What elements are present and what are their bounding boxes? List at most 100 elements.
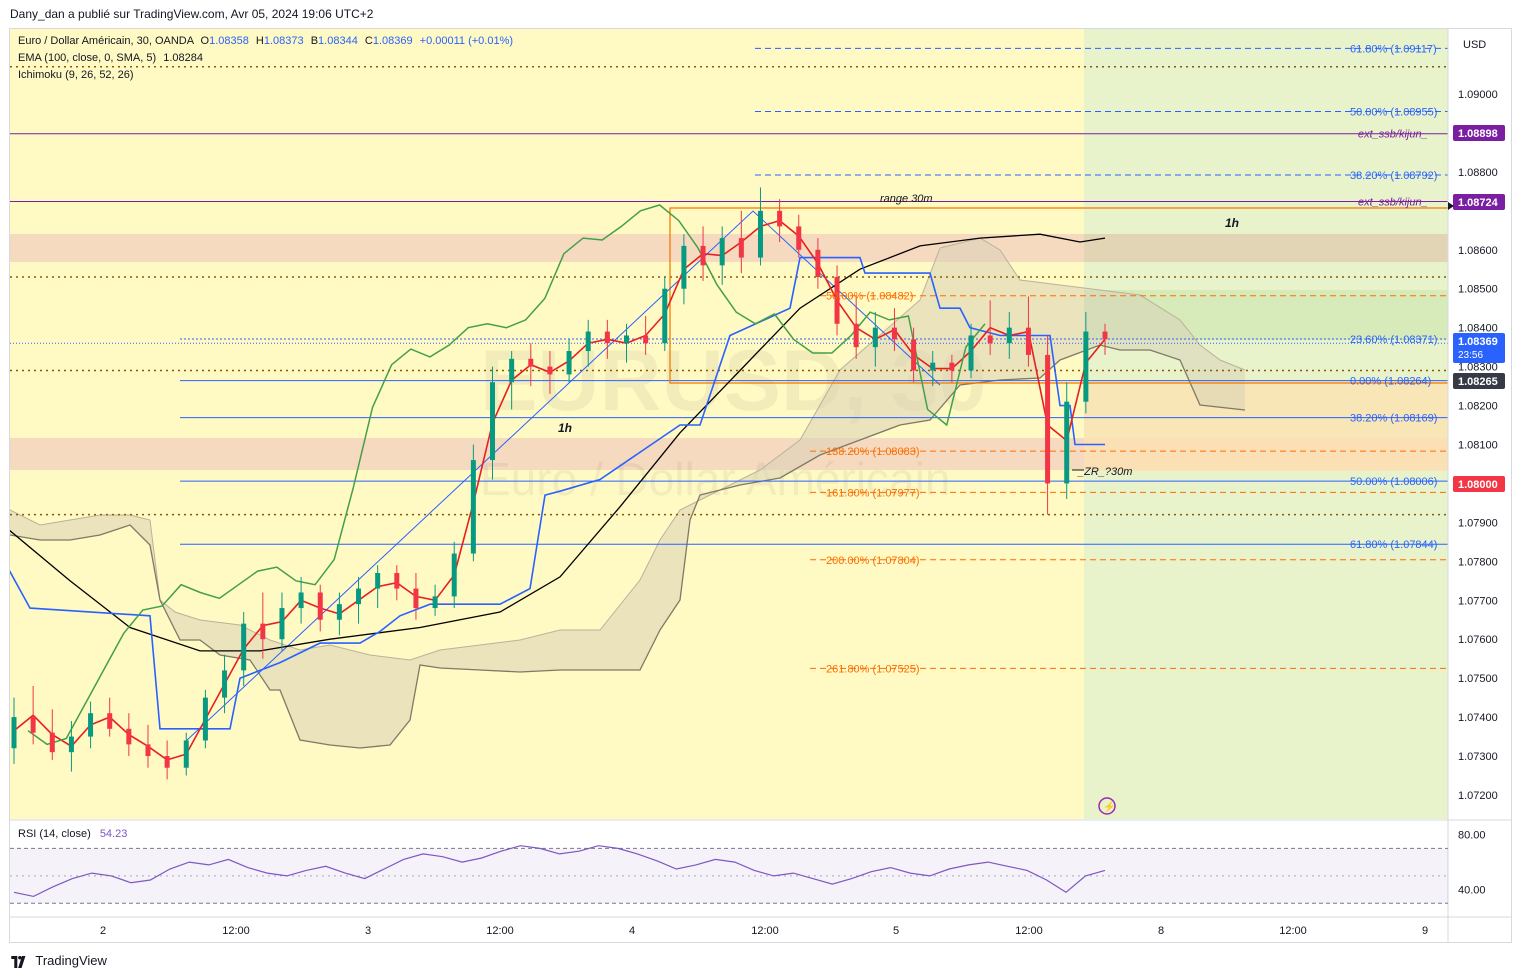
- candle-body: [470, 460, 476, 554]
- candle-body: [183, 740, 189, 768]
- candle-body: [911, 339, 917, 371]
- candle-body: [566, 351, 572, 375]
- candle-body: [336, 604, 342, 620]
- level-label: 50.00% (1.08955): [1350, 107, 1437, 119]
- ichimoku-legend[interactable]: Ichimoku (9, 26, 52, 26): [18, 69, 134, 81]
- kijun-sen-line: [10, 256, 1105, 730]
- price-badge: [1453, 476, 1505, 492]
- candle-body: [662, 288, 668, 344]
- annotation-zr: _ZR_?30m: [1077, 466, 1132, 478]
- alert-arrow-icon: [1448, 202, 1454, 210]
- symbol-legend[interactable]: Euro / Dollar Américain, 30, OANDA O1.08…: [18, 35, 513, 47]
- rsi-line: [13, 845, 1106, 898]
- candle-body: [375, 573, 381, 589]
- ema-legend[interactable]: EMA (100, close, 0, SMA, 5) 1.08284: [18, 52, 203, 64]
- ichimoku-cloud: [10, 238, 1245, 748]
- level-label: 50.00% (1.08006): [1350, 476, 1437, 488]
- price-tick-label: 1.09000: [1458, 89, 1498, 101]
- price-tick-label: 1.07600: [1458, 634, 1498, 646]
- price-tick-label: 1.08500: [1458, 284, 1498, 296]
- candle-body: [987, 335, 993, 344]
- chikou-span-line: [27, 204, 986, 746]
- price-badge: [1453, 125, 1505, 141]
- price-tick-label: 1.08800: [1458, 167, 1498, 179]
- candle-body: [1045, 354, 1051, 484]
- level-label: 161.80% (1.07977): [826, 487, 920, 499]
- rsi-legend[interactable]: RSI (14, close) 54.23: [18, 828, 127, 840]
- candle-body: [164, 756, 170, 768]
- candle-body: [241, 623, 247, 671]
- time-tick-label: 3: [365, 925, 371, 937]
- level-label: 138.20% (1.08083): [826, 446, 920, 458]
- price-badge-label: 1.08265: [1458, 376, 1498, 388]
- close-label: C: [364, 35, 373, 47]
- price-badge-label: 1.08000: [1458, 479, 1498, 491]
- candle-body: [700, 245, 706, 266]
- candle-body: [815, 249, 821, 278]
- price-tick-label: 1.07800: [1458, 556, 1498, 568]
- price-tick-label: 1.08300: [1458, 362, 1498, 374]
- candle-body: [451, 553, 457, 597]
- candle-body: [891, 327, 897, 340]
- candle-body: [1064, 401, 1070, 484]
- publish-info: Dany_dan a publié sur TradingView.com, A…: [10, 7, 374, 21]
- candle-body: [1025, 327, 1031, 355]
- candle-body: [394, 573, 400, 589]
- price-badge-countdown: 23:56: [1458, 350, 1483, 361]
- candle-body: [202, 697, 208, 741]
- open-value: 1.08358: [209, 35, 249, 47]
- change-value: +0.00011 (+0.01%): [419, 35, 514, 47]
- price-tick-label: 1.07200: [1458, 790, 1498, 802]
- candle-body: [528, 358, 534, 367]
- price-tick-label: 1.07400: [1458, 712, 1498, 724]
- candle-body: [68, 736, 74, 753]
- level-label: 23.60% (1.08371): [1350, 334, 1437, 346]
- tenkan-sen-line: [13, 219, 1106, 761]
- price-badge-label: 1.08369: [1458, 336, 1498, 348]
- zigzag-line: [184, 210, 941, 743]
- stop-zone: [1084, 381, 1448, 471]
- level-label: 50.00% (1.08482): [826, 291, 913, 303]
- candle-body: [298, 592, 304, 609]
- candle-body: [604, 331, 610, 344]
- candle-body: [222, 670, 228, 698]
- candle-body: [930, 362, 936, 371]
- time-tick-label: 12:00: [751, 925, 779, 937]
- candle-body: [1102, 331, 1108, 340]
- tradingview-brand[interactable]: TradingView: [10, 953, 107, 968]
- symbol-name: Euro / Dollar Américain, 30, OANDA: [18, 35, 194, 47]
- candle-body: [643, 335, 649, 344]
- lightning-icon-glyph: ⚡: [1103, 800, 1115, 813]
- watermark-name: Euro / Dollar Américain: [480, 453, 950, 505]
- candle-body: [356, 588, 362, 605]
- price-tick-label: 1.08200: [1458, 401, 1498, 413]
- time-tick-label: 12:00: [1279, 925, 1307, 937]
- price-tick-label: 1.08100: [1458, 439, 1498, 451]
- bid-label: B: [310, 35, 319, 47]
- price-badge: [1453, 333, 1505, 363]
- high-value: 1.08373: [263, 35, 304, 47]
- candle-body: [949, 362, 955, 371]
- price-tick-label: 1.07500: [1458, 673, 1498, 685]
- time-tick-label: 5: [893, 925, 899, 937]
- candle-body: [432, 596, 438, 609]
- close-value: 1.08369: [372, 35, 413, 47]
- candle-body: [777, 210, 783, 227]
- candle-body: [547, 366, 553, 375]
- rsi-tick-label: 40.00: [1458, 885, 1486, 897]
- bid-value: 1.08344: [318, 35, 358, 47]
- time-tick-label: 12:00: [222, 925, 250, 937]
- range-30m-box: [669, 207, 1448, 384]
- price-badge: [1453, 373, 1505, 389]
- level-label: 0.00% (1.08264): [1350, 376, 1431, 388]
- level-label: ext_ssb/kijun_: [1358, 196, 1428, 208]
- candle-body: [145, 744, 151, 757]
- ema-100-line: [10, 233, 1106, 652]
- candle-body: [509, 358, 515, 383]
- time-tick-label: 12:00: [486, 925, 514, 937]
- candle-body: [260, 623, 266, 640]
- senkou-span-a-line: [10, 237, 1246, 661]
- candle-body: [623, 335, 629, 344]
- brand-name: TradingView: [35, 953, 107, 968]
